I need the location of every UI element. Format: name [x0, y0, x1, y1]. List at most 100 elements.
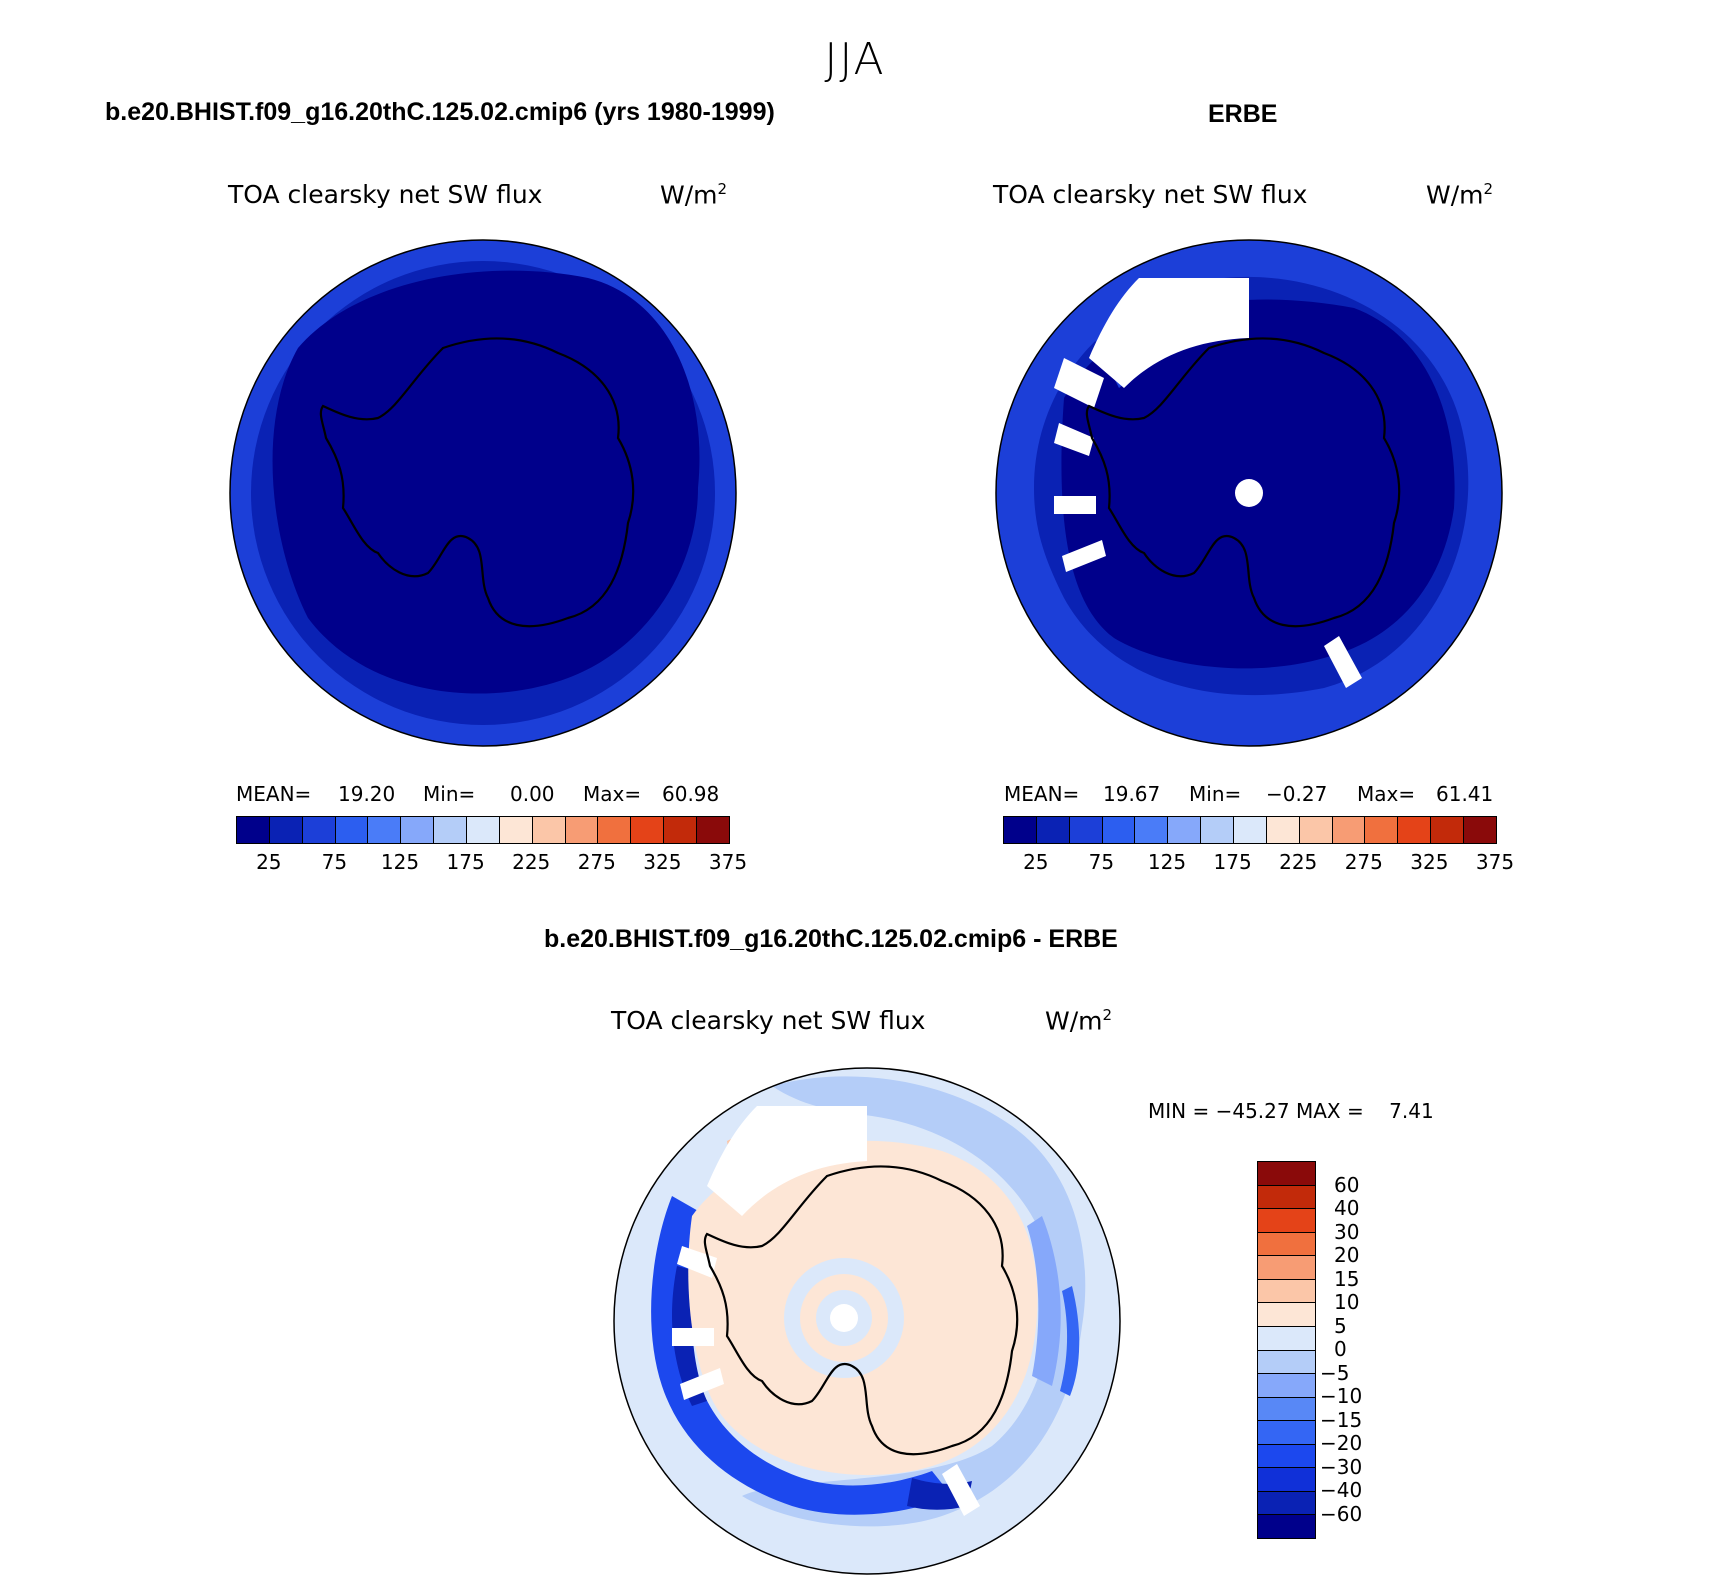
diff-colorbar-tick-label: 20 — [1334, 1243, 1360, 1267]
diff-colorbar-ticks: 60 40 30 20 15 10 5 0 −5 −10 −15 −20 −30 −40 −60 — [1320, 1161, 1380, 1537]
diff-variable-label: TOA clearsky net SW flux — [611, 1006, 926, 1035]
model-colorbar-swatch — [631, 817, 665, 843]
diff-units-label: W/m2 — [1045, 1006, 1113, 1036]
diff-colorbar-tick-label: 30 — [1334, 1219, 1360, 1244]
diff-colorbar-swatch — [1258, 1232, 1315, 1257]
diff-colorbar-swatch — [1258, 1162, 1315, 1186]
diff-colorbar-swatch — [1258, 1350, 1315, 1375]
model-variable-label: TOA clearsky net SW flux — [228, 180, 543, 209]
model-polar-map — [229, 239, 737, 747]
model-min-label: Min= — [423, 782, 476, 806]
obs-colorbar-swatch — [1266, 817, 1300, 843]
model-colorbar-swatch — [335, 817, 369, 843]
model-colorbar-swatch — [237, 817, 270, 843]
obs-max-value: 61.41 — [1436, 782, 1494, 806]
diff-colorbar-swatch — [1258, 1515, 1315, 1538]
diff-colorbar-tick-label: −40 — [1320, 1478, 1363, 1502]
diff-colorbar-swatch — [1258, 1256, 1315, 1280]
obs-colorbar-swatch — [1431, 817, 1465, 843]
diff-colorbar-tick-label: −10 — [1320, 1384, 1363, 1408]
diff-colorbar-swatch — [1258, 1303, 1315, 1327]
diff-colorbar-swatch — [1258, 1421, 1315, 1445]
obs-units-label: W/m2 — [1426, 180, 1494, 210]
model-colorbar-tick-label: 375 — [708, 850, 748, 874]
diff-colorbar-tick-label: 60 — [1334, 1172, 1360, 1197]
obs-colorbar-swatch — [1036, 817, 1070, 843]
obs-colorbar-swatch — [1332, 817, 1366, 843]
figure-title: JJA — [824, 34, 886, 85]
obs-colorbar-tick-label: 375 — [1475, 850, 1515, 874]
obs-colorbar-swatch — [1398, 817, 1432, 843]
diff-colorbar-swatch — [1258, 1326, 1315, 1351]
obs-case-title: ERBE — [1208, 100, 1278, 128]
obs-colorbar-tick-label: 25 — [1023, 850, 1049, 874]
obs-colorbar-swatch — [1168, 817, 1202, 843]
diff-colorbar-swatch — [1258, 1374, 1315, 1398]
diff-colorbar-tick-label: −30 — [1320, 1454, 1363, 1479]
obs-colorbar-tick-label: 225 — [1279, 850, 1318, 874]
diff-colorbar-tick-label: −60 — [1320, 1501, 1363, 1526]
diff-colorbar-swatch — [1258, 1444, 1315, 1469]
obs-colorbar-ticks: 25 75 125 175 225 275 325 375 — [1003, 850, 1514, 876]
model-colorbar-swatch — [368, 817, 402, 843]
obs-colorbar-swatch — [1069, 817, 1103, 843]
diff-colorbar-swatch — [1258, 1468, 1315, 1492]
diff-polar-map — [613, 1067, 1121, 1575]
diff-colorbar — [1257, 1161, 1316, 1539]
model-colorbar-ticks: 25 75 125 175 225 275 325 375 — [236, 850, 747, 876]
obs-colorbar-swatch — [1102, 817, 1136, 843]
obs-colorbar — [1003, 816, 1497, 844]
obs-colorbar-swatch — [1365, 817, 1399, 843]
obs-min-value: −0.27 — [1266, 782, 1328, 806]
model-colorbar-swatch — [598, 817, 632, 843]
diff-colorbar-swatch — [1258, 1397, 1315, 1422]
obs-colorbar-swatch — [1135, 817, 1169, 843]
obs-colorbar-tick-label: 325 — [1410, 850, 1449, 874]
diff-colorbar-tick-label: 10 — [1334, 1290, 1360, 1314]
diff-colorbar-swatch — [1258, 1209, 1315, 1233]
obs-colorbar-tick-label: 75 — [1088, 850, 1115, 874]
model-mean-label: MEAN= — [236, 782, 312, 806]
model-max-label: Max= — [583, 782, 642, 806]
obs-polar-map — [995, 239, 1503, 747]
model-colorbar-tick-label: 175 — [446, 850, 485, 874]
diff-colorbar-tick-label: −5 — [1320, 1360, 1350, 1385]
obs-mean-value: 19.67 — [1103, 782, 1161, 806]
model-colorbar-tick-label: 275 — [577, 850, 616, 874]
diff-colorbar-tick-label: 0 — [1334, 1337, 1347, 1361]
diff-colorbar-tick-label: 40 — [1334, 1196, 1360, 1220]
model-colorbar-swatch — [532, 817, 566, 843]
obs-colorbar-swatch — [1004, 817, 1037, 843]
model-mean-value: 19.20 — [338, 782, 396, 806]
diff-colorbar-tick-label: −15 — [1320, 1407, 1363, 1432]
diff-colorbar-swatch — [1258, 1279, 1315, 1304]
model-colorbar-swatch — [664, 817, 698, 843]
model-colorbar-tick-label: 325 — [643, 850, 682, 874]
diff-case-title: b.e20.BHIST.f09_g16.20thC.125.02.cmip6 -… — [544, 925, 1118, 953]
model-colorbar — [236, 816, 730, 844]
diff-colorbar-swatch — [1258, 1185, 1315, 1210]
obs-mean-label: MEAN= — [1004, 782, 1080, 806]
model-colorbar-swatch — [697, 817, 729, 843]
model-case-title: b.e20.BHIST.f09_g16.20thC.125.02.cmip6 (… — [105, 98, 775, 126]
model-colorbar-swatch — [269, 817, 303, 843]
obs-colorbar-swatch — [1299, 817, 1333, 843]
obs-colorbar-tick-label: 175 — [1213, 850, 1252, 874]
obs-min-label: Min= — [1189, 782, 1242, 806]
obs-colorbar-swatch — [1464, 817, 1496, 843]
model-units-label: W/m2 — [660, 180, 728, 210]
model-colorbar-swatch — [565, 817, 599, 843]
diff-colorbar-swatch — [1258, 1491, 1315, 1516]
obs-colorbar-swatch — [1201, 817, 1235, 843]
model-min-value: 0.00 — [510, 782, 555, 806]
obs-max-label: Max= — [1357, 782, 1416, 806]
diff-colorbar-tick-label: 15 — [1334, 1266, 1360, 1291]
model-colorbar-tick-label: 225 — [512, 850, 551, 874]
diff-minmax-text: MIN = −45.27 MAX = 7.41 — [1148, 1099, 1434, 1123]
model-colorbar-swatch — [467, 817, 500, 843]
obs-colorbar-tick-label: 275 — [1344, 850, 1383, 874]
diff-colorbar-tick-label: 5 — [1334, 1313, 1347, 1338]
model-colorbar-tick-label: 125 — [380, 850, 420, 874]
model-colorbar-tick-label: 75 — [321, 850, 348, 874]
model-colorbar-swatch — [499, 817, 533, 843]
